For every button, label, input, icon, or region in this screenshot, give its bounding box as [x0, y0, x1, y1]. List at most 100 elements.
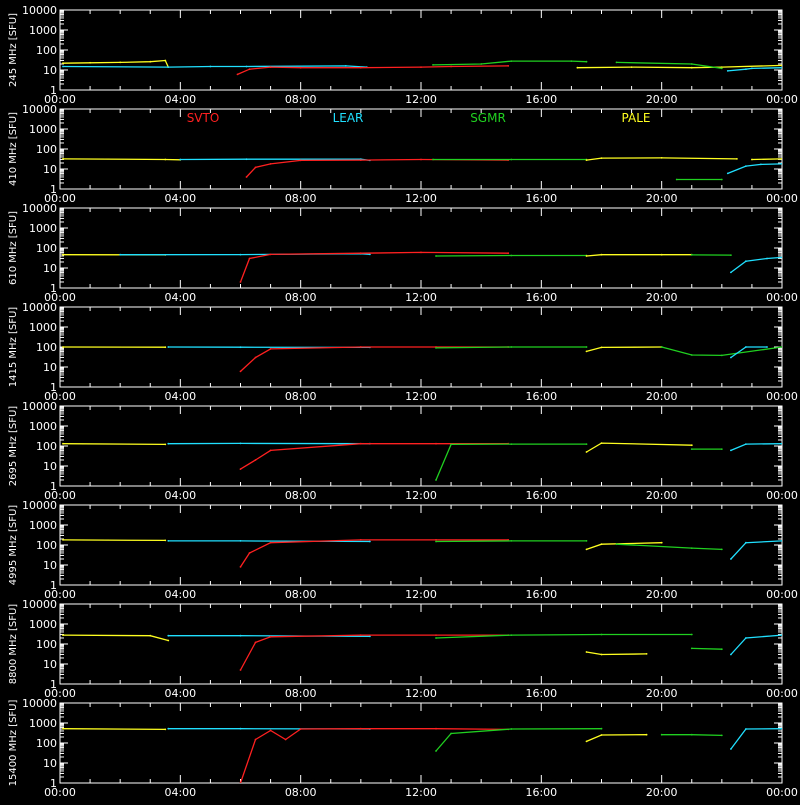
data-point-svto	[240, 566, 242, 568]
series-line-sgmr	[436, 729, 602, 751]
data-point-lear	[246, 66, 248, 68]
x-tick-label: 16:00	[525, 687, 557, 700]
x-tick-label: 20:00	[646, 786, 678, 799]
data-point-svto	[360, 634, 362, 636]
data-point-lear	[369, 541, 371, 543]
data-point-lear	[167, 635, 169, 637]
data-point-sgmr	[691, 254, 693, 256]
data-point-svto	[507, 252, 509, 254]
data-point-sgmr	[721, 68, 723, 70]
series-line-lear	[731, 729, 782, 749]
x-tick-label: 00:00	[766, 489, 798, 502]
x-tick-label: 00:00	[766, 390, 798, 403]
data-point-pale	[601, 442, 603, 444]
series-line-pale	[63, 444, 165, 445]
data-point-svto	[240, 782, 242, 784]
data-point-svto	[360, 728, 362, 730]
y-tick-label: 100	[36, 539, 57, 552]
data-point-lear	[751, 68, 753, 70]
series-group	[62, 157, 783, 180]
series-group	[62, 539, 783, 568]
data-point-svto	[300, 160, 302, 162]
x-tick-label: 08:00	[285, 390, 317, 403]
x-tick-label: 16:00	[525, 588, 557, 601]
data-point-lear	[240, 346, 242, 348]
data-point-pale	[586, 549, 588, 551]
series-line-lear	[728, 164, 782, 174]
series-line-sgmr	[662, 347, 782, 355]
data-point-pale	[751, 159, 753, 161]
series-line-pale	[587, 443, 692, 452]
data-point-pale	[164, 60, 166, 62]
data-point-pale	[661, 157, 663, 159]
data-point-svto	[249, 552, 251, 554]
data-point-svto	[300, 728, 302, 730]
data-point-svto	[249, 68, 251, 70]
data-point-sgmr	[691, 63, 693, 65]
data-point-lear	[730, 748, 732, 750]
x-tick-label: 20:00	[646, 192, 678, 205]
y-axis-label: 2695 MHz [SFU]	[8, 406, 19, 487]
data-point-sgmr	[510, 540, 512, 542]
y-axis-label: 15400 MHz [SFU]	[8, 700, 19, 787]
data-point-pale	[601, 157, 603, 159]
data-point-pale	[646, 734, 648, 736]
series-group	[62, 252, 783, 283]
x-tick-label: 16:00	[525, 390, 557, 403]
data-point-sgmr	[432, 64, 434, 66]
data-point-lear	[179, 159, 181, 161]
data-point-pale	[62, 539, 64, 541]
series-line-lear	[63, 66, 367, 67]
data-point-svto	[360, 443, 362, 445]
panel-frame	[60, 505, 782, 585]
x-tick-label: 16:00	[525, 786, 557, 799]
data-point-svto	[270, 254, 272, 256]
data-point-lear	[760, 164, 762, 166]
data-point-sgmr	[571, 60, 573, 62]
data-point-lear	[369, 636, 371, 638]
series-group	[62, 346, 783, 372]
panel-frame	[60, 703, 782, 783]
y-axis-label: 245 MHz [SFU]	[8, 13, 19, 87]
data-point-lear	[727, 173, 729, 175]
series-group	[62, 60, 783, 76]
x-tick-label: 20:00	[646, 93, 678, 106]
y-tick-label: 10000	[22, 598, 57, 611]
data-point-pale	[164, 159, 166, 161]
series-line-svto	[241, 635, 509, 670]
series-line-lear	[731, 444, 782, 451]
y-tick-label: 10	[43, 64, 57, 77]
data-point-pale	[62, 158, 64, 160]
x-tick-label: 04:00	[164, 588, 196, 601]
data-point-pale	[586, 351, 588, 353]
y-tick-label: 100	[36, 440, 57, 453]
data-point-lear	[167, 346, 169, 348]
y-tick-label: 10	[43, 658, 57, 671]
data-point-svto	[435, 634, 437, 636]
series-line-pale	[587, 652, 647, 655]
data-point-pale	[661, 254, 663, 256]
x-tick-label: 20:00	[646, 390, 678, 403]
data-point-lear	[730, 450, 732, 452]
data-point-svto	[360, 539, 362, 541]
data-point-svto	[270, 163, 272, 165]
y-tick-label: 10	[43, 757, 57, 770]
data-point-sgmr	[730, 254, 732, 256]
data-point-lear	[240, 443, 242, 445]
data-point-sgmr	[510, 346, 512, 348]
x-tick-label: 04:00	[164, 291, 196, 304]
x-tick-label: 08:00	[285, 687, 317, 700]
data-point-svto	[255, 739, 257, 741]
data-point-lear	[781, 443, 783, 445]
series-line-pale	[587, 347, 662, 351]
series-line-pale	[63, 635, 168, 640]
data-point-sgmr	[586, 540, 588, 542]
data-point-pale	[164, 540, 166, 542]
data-point-pale	[62, 728, 64, 730]
x-tick-label: 04:00	[164, 489, 196, 502]
data-point-lear	[240, 540, 242, 542]
data-point-sgmr	[450, 733, 452, 735]
data-point-pale	[586, 451, 588, 453]
y-tick-label: 1000	[29, 321, 57, 334]
series-line-sgmr	[433, 61, 587, 65]
